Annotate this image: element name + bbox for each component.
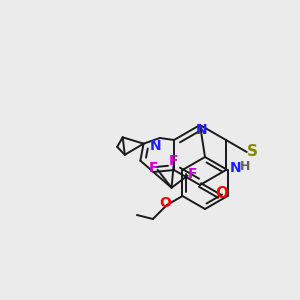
Text: S: S <box>247 145 258 160</box>
Text: F: F <box>149 161 158 175</box>
Text: H: H <box>240 160 250 172</box>
Text: O: O <box>216 185 229 200</box>
Text: F: F <box>188 167 197 181</box>
Text: N: N <box>150 139 162 153</box>
Text: O: O <box>159 196 171 210</box>
Text: N: N <box>196 123 208 137</box>
Text: N: N <box>230 161 242 175</box>
Text: F: F <box>169 154 178 168</box>
